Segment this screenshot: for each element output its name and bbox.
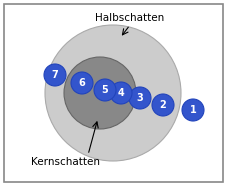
- Circle shape: [45, 25, 181, 161]
- Circle shape: [64, 57, 136, 129]
- Text: 5: 5: [102, 85, 108, 95]
- Circle shape: [110, 82, 132, 104]
- Circle shape: [182, 99, 204, 121]
- Text: 1: 1: [190, 105, 196, 115]
- Circle shape: [129, 87, 151, 109]
- Text: 4: 4: [118, 88, 124, 98]
- Circle shape: [152, 94, 174, 116]
- Text: 7: 7: [52, 70, 58, 80]
- Text: 2: 2: [160, 100, 166, 110]
- Text: 6: 6: [79, 78, 85, 88]
- Circle shape: [44, 64, 66, 86]
- Text: Kernschatten: Kernschatten: [30, 157, 99, 167]
- Text: Halbschatten: Halbschatten: [95, 13, 165, 23]
- Circle shape: [71, 72, 93, 94]
- Text: 3: 3: [137, 93, 143, 103]
- Circle shape: [94, 79, 116, 101]
